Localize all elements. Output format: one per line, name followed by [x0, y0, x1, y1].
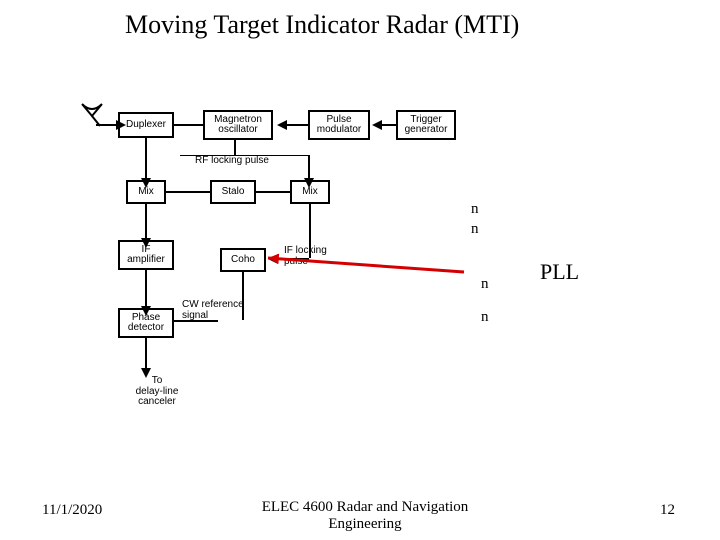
- block-label: Stalo: [222, 187, 245, 198]
- label-if-locking: IF locking pulse: [284, 246, 327, 267]
- pll-label: PLL: [540, 259, 579, 285]
- n-mark: n: [481, 309, 489, 326]
- footer-pagenum: 12: [660, 502, 675, 519]
- n-mark: n: [471, 221, 479, 238]
- block-stalo: Stalo: [210, 180, 256, 204]
- block-label: To delay-line canceler: [136, 376, 179, 408]
- block-label: Trigger generator: [405, 115, 448, 136]
- block-label: Duplexer: [126, 120, 166, 131]
- label-rf-locking: RF locking pulse: [195, 156, 269, 167]
- footer-center: ELEC 4600 Radar and Navigation Engineeri…: [245, 499, 485, 533]
- label-cw-ref: CW reference signal: [182, 300, 244, 321]
- block-magnetron: Magnetron oscillator: [203, 110, 273, 140]
- block-pulsemod: Pulse modulator: [308, 110, 370, 140]
- block-label: Mix: [302, 187, 318, 198]
- n-mark: n: [471, 201, 479, 218]
- block-label: Coho: [231, 255, 255, 266]
- block-coho: Coho: [220, 248, 266, 272]
- block-duplexer: Duplexer: [118, 112, 174, 138]
- n-mark: n: [481, 276, 489, 293]
- block-label: Mix: [138, 187, 154, 198]
- footer-date: 11/1/2020: [42, 502, 102, 519]
- block-trigger: Trigger generator: [396, 110, 456, 140]
- block-delay: To delay-line canceler: [122, 372, 192, 412]
- annotation-arrow: [0, 0, 720, 540]
- block-label: Pulse modulator: [317, 115, 361, 136]
- block-label: Magnetron oscillator: [214, 115, 262, 136]
- slide-title: Moving Target Indicator Radar (MTI): [125, 10, 519, 40]
